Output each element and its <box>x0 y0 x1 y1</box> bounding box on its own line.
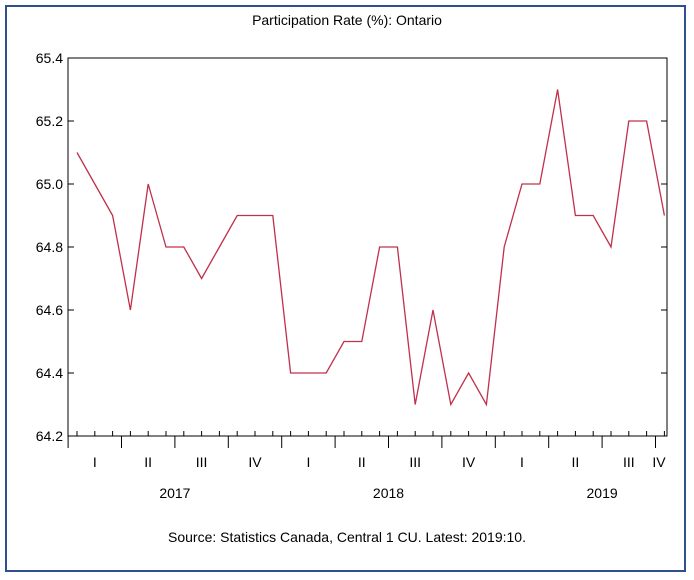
x-year-label: 2019 <box>587 485 618 501</box>
y-tick-label: 64.4 <box>36 365 63 381</box>
y-tick-label: 65.2 <box>36 113 63 129</box>
x-quarter-label: IV <box>462 454 476 470</box>
y-tick-label: 65.0 <box>36 176 63 192</box>
y-axis: 64.2 64.4 64.6 64.8 65.0 65.2 65.4 <box>36 50 667 444</box>
x-quarter-label: III <box>409 454 421 470</box>
series-line <box>76 89 666 407</box>
x-quarter-label: IV <box>248 454 262 470</box>
x-quarter-label: I <box>520 454 524 470</box>
chart-title: Participation Rate (%): Ontario <box>252 12 442 28</box>
x-year-label: 2017 <box>159 485 190 501</box>
x-quarter-label: II <box>144 454 152 470</box>
y-tick-label: 64.2 <box>36 428 63 444</box>
x-quarter-label: II <box>572 454 580 470</box>
x-quarter-label: II <box>358 454 366 470</box>
x-quarter-label: I <box>306 454 310 470</box>
x-year-label: 2018 <box>373 485 404 501</box>
x-quarter-label: I <box>93 454 97 470</box>
y-tick-label: 65.4 <box>36 50 63 66</box>
x-quarter-label: III <box>623 454 635 470</box>
x-quarter-label: IV <box>652 454 666 470</box>
chart-frame <box>5 5 686 572</box>
x-quarter-label: III <box>196 454 208 470</box>
source-note: Source: Statistics Canada, Central 1 CU.… <box>168 529 526 545</box>
plot-area <box>67 57 668 437</box>
y-tick-label: 64.8 <box>36 239 63 255</box>
y-tick-label: 64.6 <box>36 302 63 318</box>
